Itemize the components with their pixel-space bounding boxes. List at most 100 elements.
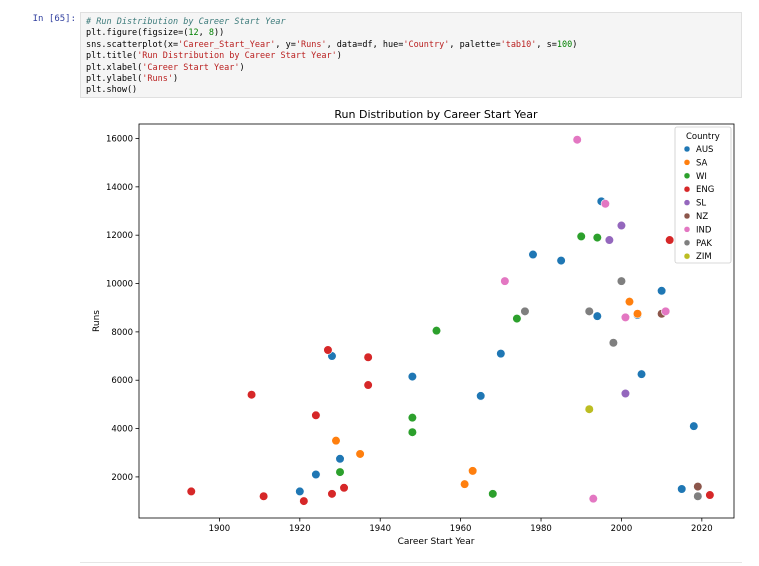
scatter-point-eng (665, 235, 675, 245)
legend: Country AUS SA WI ENG SL NZ IND PAK ZIM (674, 126, 732, 264)
code-line: # Run Distribution by Career Start Year (86, 17, 286, 27)
code-token: , y= (275, 39, 296, 50)
code-token: 8 (208, 28, 214, 39)
scatter-point-sa (468, 466, 478, 476)
legend-label: WI (696, 172, 707, 182)
scatter-point-wi (431, 326, 442, 336)
scatter-point-ind (620, 312, 631, 322)
scatter-point-aus (677, 484, 687, 494)
scatter-point-aus (556, 255, 566, 266)
scatter-point-eng (299, 496, 309, 506)
code-token: # Run Distribution by Career Start Year (86, 17, 286, 27)
code-token: , (198, 28, 209, 39)
code-line: plt.figure(figsize=(12, 8)) (86, 28, 224, 38)
scatter-point-eng (705, 490, 715, 500)
scatter-point-eng (363, 352, 373, 362)
legend-label: AUS (696, 145, 713, 155)
x-tick-label: 2000 (611, 524, 633, 534)
scatter-point-pak (520, 306, 530, 316)
legend-marker (683, 145, 691, 153)
code-token: ) (239, 62, 245, 73)
legend-label: PAK (696, 239, 712, 249)
scatter-point-sa (624, 297, 635, 307)
legend-marker (683, 185, 691, 193)
legend-marker (683, 212, 691, 220)
data-points (186, 135, 715, 506)
code-token: 'Country' (403, 39, 450, 50)
x-tick-label: 1980 (530, 524, 552, 534)
scatter-point-wi (488, 489, 498, 499)
code-token: plt.title( (86, 51, 138, 62)
scatter-chart: Run Distribution by Career Start Year 20… (92, 108, 735, 547)
scatter-point-wi (335, 467, 345, 477)
code-line: plt.show() (86, 85, 137, 95)
legend-marker (683, 172, 691, 180)
y-axis-label: Runs (92, 310, 102, 332)
scatter-point-aus (592, 311, 602, 321)
scatter-point-nz (693, 481, 703, 492)
y-tick-label: 6000 (111, 376, 133, 386)
legend-label: SA (696, 158, 708, 168)
output-divider (80, 562, 742, 563)
code-token: plt.figure(figsize=( (86, 28, 189, 39)
scatter-point-aus (295, 486, 305, 497)
legend-marker (683, 199, 691, 206)
scatter-point-aus (496, 349, 506, 359)
y-tick-label: 14000 (106, 183, 133, 193)
scatter-point-eng (311, 410, 321, 420)
scatter-point-aus (476, 391, 486, 401)
scatter-point-zim (584, 404, 594, 414)
scatter-point-eng (363, 380, 373, 390)
legend-label: SL (696, 199, 706, 209)
x-tick-label: 1960 (450, 524, 472, 534)
code-token: plt.show() (86, 85, 138, 96)
scatter-point-eng (246, 390, 257, 400)
scatter-point-pak (693, 491, 703, 501)
code-line: plt.xlabel('Career Start Year') (86, 63, 245, 73)
scatter-point-aus (528, 249, 538, 260)
scatter-point-eng (186, 486, 196, 497)
scatter-point-ind (600, 199, 610, 209)
scatter-point-pak (616, 276, 627, 286)
cell-output: Run Distribution by Career Start Year 20… (80, 100, 742, 554)
legend-marker (683, 226, 691, 233)
code-line: plt.ylabel('Runs') (86, 74, 178, 84)
scatter-point-sl (620, 388, 631, 399)
scatter-point-sl (616, 220, 627, 231)
scatter-point-eng (327, 489, 337, 499)
scatter-point-aus (335, 454, 345, 464)
code-token: 'Runs' (142, 74, 174, 85)
code-line: sns.scatterplot(x='Career_Start_Year', y… (86, 40, 577, 50)
code-text[interactable]: # Run Distribution by Career Start Year … (81, 13, 741, 97)
scatter-point-eng (339, 483, 349, 493)
code-token: 12 (188, 28, 199, 39)
y-tick-label: 16000 (106, 135, 133, 145)
scatter-point-aus (636, 369, 647, 379)
code-line: plt.title('Run Distribution by Career St… (86, 51, 342, 61)
scatter-point-sl (604, 235, 614, 245)
scatter-point-wi (576, 231, 586, 241)
code-cell-editor[interactable]: # Run Distribution by Career Start Year … (80, 12, 742, 98)
code-token: , s= (536, 39, 557, 50)
legend-marker (683, 252, 691, 260)
scatter-point-aus (311, 469, 321, 480)
code-token: plt.ylabel( (86, 74, 143, 85)
plot-area (138, 123, 735, 519)
scatter-point-ind (588, 494, 598, 504)
scatter-point-aus (689, 421, 699, 431)
scatter-point-pak (608, 338, 618, 348)
code-token: 'tab10' (500, 39, 537, 50)
code-token: ) (173, 74, 179, 85)
code-token: 'Runs' (295, 39, 327, 50)
legend-marker (683, 239, 691, 247)
x-tick-label: 1920 (289, 524, 311, 534)
code-token: 'Run Distribution by Career Start Year' (137, 51, 337, 62)
code-token: , palette= (449, 39, 501, 50)
code-token: )) (213, 28, 225, 39)
code-token: sns.scatterplot(x= (86, 39, 179, 50)
y-tick-label: 10000 (106, 280, 133, 290)
legend-label: NZ (696, 212, 708, 222)
scatter-point-aus (657, 286, 667, 296)
code-token: , data=df, hue= (326, 39, 404, 50)
y-tick-label: 2000 (111, 473, 133, 483)
